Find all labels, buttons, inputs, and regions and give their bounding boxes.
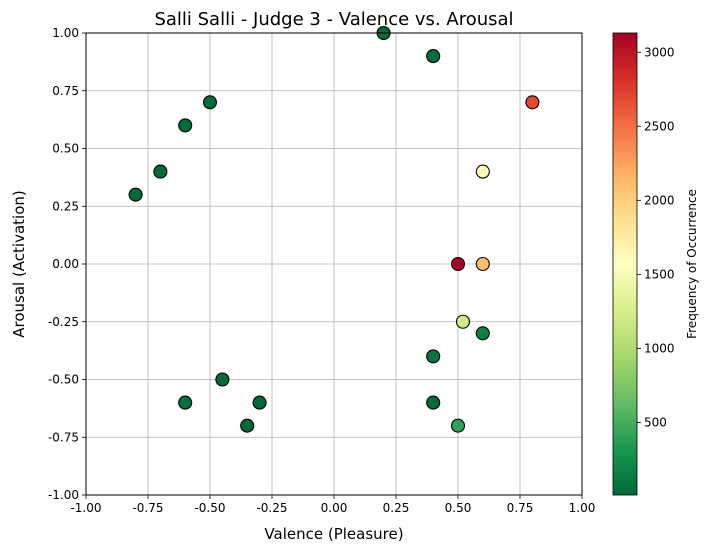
- y-axis-ticks: -1.00 -0.75 -0.50 -0.25 0.00 0.25 0.50 0.75 1.00: [48, 26, 86, 502]
- scatter-point: [475, 256, 490, 272]
- x-tick-label: 0.00: [321, 501, 348, 515]
- x-tick-label: 0.75: [507, 501, 534, 515]
- y-tick-label: -1.00: [48, 488, 79, 502]
- scatter-point: [202, 95, 218, 110]
- colorbar-label: Frequency of Occurrence: [685, 189, 699, 339]
- scatter-point: [215, 372, 230, 387]
- y-axis-label: Arousal (Activation): [10, 190, 28, 338]
- x-tick-label: 0.50: [445, 501, 472, 515]
- scatter-point: [450, 418, 466, 433]
- x-tick-label: -0.50: [194, 501, 225, 515]
- grid-lines: [85, 32, 583, 496]
- y-tick-label: 0.50: [52, 142, 79, 156]
- scatter-point: [450, 256, 466, 272]
- y-tick-label: -0.50: [48, 373, 79, 387]
- x-tick-label: -0.75: [132, 501, 163, 515]
- x-axis-ticks: -1.00 -0.75 -0.50 -0.25 0.00 0.25 0.50 0.75 1.00: [70, 495, 595, 515]
- scatter-point: [426, 49, 441, 64]
- scatter-point: [475, 326, 490, 341]
- x-tick-label: 1.00: [569, 501, 596, 515]
- scatter-point: [240, 418, 255, 433]
- colorbar-tick-label: 1000: [644, 341, 675, 355]
- colorbar-tick-label: 500: [644, 415, 667, 429]
- scatter-point: [426, 395, 441, 410]
- scatter-point: [426, 349, 441, 364]
- data-points: [128, 25, 540, 433]
- y-tick-label: 1.00: [52, 26, 79, 40]
- y-tick-label: 0.25: [52, 199, 79, 213]
- x-tick-label: -1.00: [70, 501, 101, 515]
- y-tick-label: -0.75: [48, 430, 79, 444]
- y-tick-label: -0.25: [48, 315, 79, 329]
- scatter-point: [252, 395, 267, 410]
- x-axis-label: Valence (Pleasure): [264, 525, 403, 543]
- scatter-point: [525, 95, 540, 110]
- colorbar-ticks: 500 1000 1500 2000 2500 3000: [637, 45, 675, 429]
- scatter-point: [153, 164, 168, 179]
- colorbar-tick-label: 2000: [644, 193, 675, 207]
- chart-title: Salli Salli - Judge 3 - Valence vs. Arou…: [154, 9, 513, 30]
- colorbar-tick-label: 1500: [644, 267, 675, 281]
- y-tick-label: 0.00: [52, 257, 79, 271]
- scatter-point: [128, 187, 143, 202]
- scatter-point: [178, 118, 193, 133]
- scatter-point: [178, 395, 193, 410]
- x-tick-label: -0.25: [256, 501, 287, 515]
- x-tick-label: 0.25: [383, 501, 410, 515]
- y-tick-label: 0.75: [52, 84, 79, 98]
- colorbar-tick-label: 3000: [644, 45, 675, 59]
- colorbar-tick-label: 2500: [644, 119, 675, 133]
- scatter-point: [455, 314, 471, 329]
- colorbar: [612, 32, 638, 496]
- scatter-point: [475, 164, 490, 179]
